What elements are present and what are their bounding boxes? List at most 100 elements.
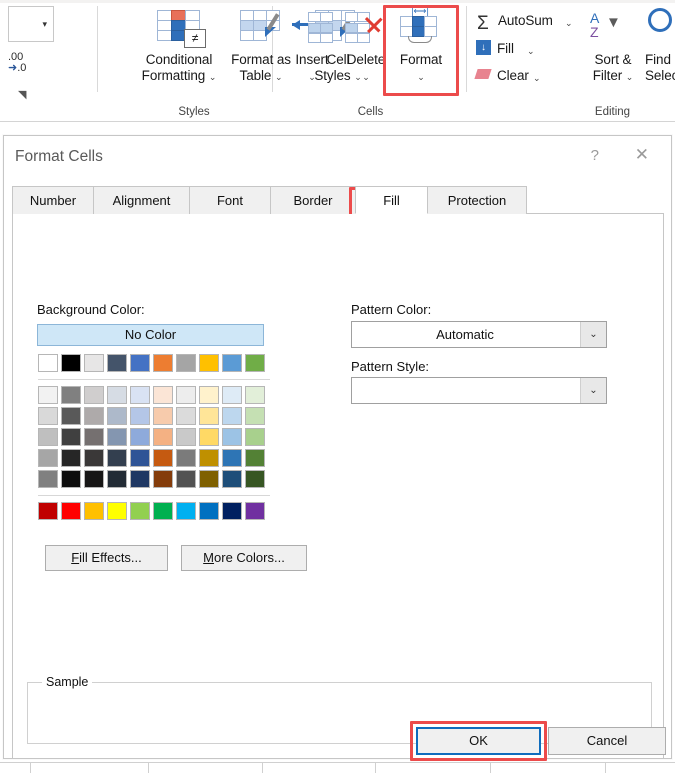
color-swatch-variant2-9[interactable] — [222, 407, 242, 425]
color-swatch-variant5-1[interactable] — [38, 470, 58, 488]
color-swatch-theme-9[interactable] — [222, 354, 242, 372]
color-swatch-variant5-3[interactable] — [84, 470, 104, 488]
color-swatch-standard-1[interactable] — [38, 502, 58, 520]
tab-protection[interactable]: Protection — [427, 186, 527, 214]
clear-button[interactable]: Clear — [497, 68, 552, 84]
cancel-button[interactable]: Cancel — [548, 727, 666, 755]
color-swatch-variant3-6[interactable] — [153, 428, 173, 446]
color-swatch-variant5-4[interactable] — [107, 470, 127, 488]
chevron-down-icon[interactable]: ⌄ — [580, 378, 606, 403]
color-swatch-variant5-9[interactable] — [222, 470, 242, 488]
color-swatch-variant3-10[interactable] — [245, 428, 265, 446]
fill-button[interactable]: Fill — [497, 41, 547, 57]
color-swatch-variant1-9[interactable] — [222, 386, 242, 404]
color-swatch-standard-4[interactable] — [107, 502, 127, 520]
color-swatch-variant2-1[interactable] — [38, 407, 58, 425]
color-swatch-theme-4[interactable] — [107, 354, 127, 372]
color-swatch-standard-8[interactable] — [199, 502, 219, 520]
color-swatch-variant1-2[interactable] — [61, 386, 81, 404]
color-swatch-variant3-7[interactable] — [176, 428, 196, 446]
color-swatch-variant3-3[interactable] — [84, 428, 104, 446]
color-swatch-variant5-7[interactable] — [176, 470, 196, 488]
color-swatch-variant1-1[interactable] — [38, 386, 58, 404]
chevron-down-icon[interactable]: ⌄ — [362, 72, 370, 82]
color-swatch-theme-3[interactable] — [84, 354, 104, 372]
more-colors-button[interactable]: More Colors... — [181, 545, 307, 571]
decrease-decimal-icon[interactable]: .00 ➜.0 — [8, 51, 27, 74]
chevron-down-icon[interactable]: ⌄ — [208, 72, 217, 82]
color-swatch-variant3-2[interactable] — [61, 428, 81, 446]
color-swatch-variant4-5[interactable] — [130, 449, 150, 467]
help-icon[interactable]: ? — [590, 147, 599, 164]
color-swatch-variant1-6[interactable] — [153, 386, 173, 404]
color-swatch-theme-7[interactable] — [176, 354, 196, 372]
color-swatch-variant4-3[interactable] — [84, 449, 104, 467]
color-swatch-variant1-5[interactable] — [130, 386, 150, 404]
theme-colors-row[interactable] — [38, 354, 270, 374]
color-swatch-variant5-10[interactable] — [245, 470, 265, 488]
chevron-down-icon[interactable]: ⌄ — [308, 72, 316, 82]
color-swatch-variant5-5[interactable] — [130, 470, 150, 488]
color-swatch-standard-2[interactable] — [61, 502, 81, 520]
standard-colors-row[interactable] — [38, 502, 270, 522]
color-swatch-variant3-8[interactable] — [199, 428, 219, 446]
chevron-down-icon[interactable]: ⌄ — [274, 72, 283, 82]
ok-button[interactable]: OK — [416, 727, 541, 755]
pattern-style-dropdown[interactable]: ⌄ — [351, 377, 607, 404]
color-swatch-variant4-8[interactable] — [199, 449, 219, 467]
tab-font[interactable]: Font — [189, 186, 271, 214]
autosum-chevron-down-icon[interactable]: ⌄ — [565, 18, 573, 28]
color-swatch-variant1-8[interactable] — [199, 386, 219, 404]
variant-row-2[interactable] — [38, 407, 270, 427]
conditional-formatting-button[interactable]: Conditional Formatting ⌄ — [108, 52, 250, 85]
color-swatch-theme-2[interactable] — [61, 354, 81, 372]
color-swatch-variant2-4[interactable] — [107, 407, 127, 425]
chevron-down-icon[interactable]: ⌄ — [417, 72, 425, 82]
color-swatch-variant3-5[interactable] — [130, 428, 150, 446]
variant-row-1[interactable] — [38, 386, 270, 406]
tab-border[interactable]: Border — [270, 186, 356, 214]
color-swatch-theme-1[interactable] — [38, 354, 58, 372]
number-group-dialog-launcher-icon[interactable]: ◥ — [18, 89, 27, 101]
color-swatch-variant2-5[interactable] — [130, 407, 150, 425]
chevron-down-icon[interactable]: ⌄ — [354, 72, 362, 82]
color-swatch-standard-6[interactable] — [153, 502, 173, 520]
variant-row-3[interactable] — [38, 428, 270, 448]
color-swatch-variant3-4[interactable] — [107, 428, 127, 446]
variant-row-5[interactable] — [38, 470, 270, 490]
color-swatch-theme-5[interactable] — [130, 354, 150, 372]
color-swatch-variant2-6[interactable] — [153, 407, 173, 425]
color-swatch-variant4-10[interactable] — [245, 449, 265, 467]
chevron-down-icon[interactable]: ⌄ — [625, 72, 634, 82]
color-swatch-variant4-9[interactable] — [222, 449, 242, 467]
tab-number[interactable]: Number — [12, 186, 94, 214]
fill-chevron-down-icon[interactable]: ⌄ — [527, 46, 535, 56]
color-swatch-variant5-8[interactable] — [199, 470, 219, 488]
color-swatch-variant4-2[interactable] — [61, 449, 81, 467]
clear-chevron-down-icon[interactable]: ⌄ — [533, 73, 541, 83]
close-icon[interactable]: ✕ — [634, 145, 649, 164]
format-button[interactable]: Format ⌄ — [386, 52, 456, 85]
variant-row-4[interactable] — [38, 449, 270, 469]
color-swatch-standard-5[interactable] — [130, 502, 150, 520]
color-swatch-variant4-6[interactable] — [153, 449, 173, 467]
color-swatch-variant5-6[interactable] — [153, 470, 173, 488]
color-swatch-standard-7[interactable] — [176, 502, 196, 520]
color-swatch-variant1-4[interactable] — [107, 386, 127, 404]
pattern-color-dropdown[interactable]: Automatic ⌄ — [351, 321, 607, 348]
color-swatch-variant4-7[interactable] — [176, 449, 196, 467]
color-swatch-standard-9[interactable] — [222, 502, 242, 520]
chevron-down-icon[interactable]: ⌄ — [580, 322, 606, 347]
format-as-table-button[interactable]: Format as Table ⌄ — [196, 52, 326, 85]
color-swatch-variant5-2[interactable] — [61, 470, 81, 488]
color-swatch-standard-3[interactable] — [84, 502, 104, 520]
color-swatch-variant2-10[interactable] — [245, 407, 265, 425]
color-swatch-variant4-4[interactable] — [107, 449, 127, 467]
fill-effects-button[interactable]: Fill Effects... — [45, 545, 168, 571]
find-select-button[interactable]: Find & Select — [645, 52, 675, 84]
color-swatch-variant2-2[interactable] — [61, 407, 81, 425]
color-swatch-variant3-1[interactable] — [38, 428, 58, 446]
color-swatch-variant4-1[interactable] — [38, 449, 58, 467]
tab-alignment[interactable]: Alignment — [93, 186, 190, 214]
color-swatch-theme-8[interactable] — [199, 354, 219, 372]
